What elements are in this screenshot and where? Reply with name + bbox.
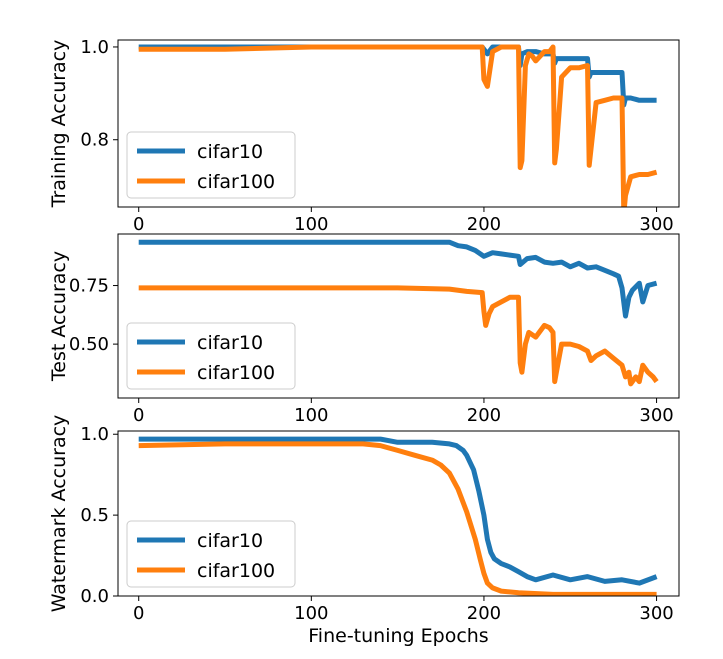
training-legend: cifar10 cifar100 xyxy=(126,131,296,199)
test-x-tick-label: 300 xyxy=(639,405,673,426)
training-x-tick-label: 200 xyxy=(467,214,501,235)
training-series-cifar100-line xyxy=(138,44,658,207)
watermark-accuracy-panel: 0 100 200 300 0.0 0.5 1.0 Watermark Accuracy Fin… xyxy=(48,415,680,647)
test-y-axis-label: Test Accuracy xyxy=(48,251,70,382)
test-series-cifar100-line xyxy=(138,285,659,387)
test-legend-label-cifar100: cifar100 xyxy=(197,362,275,384)
test-x-tick-label: 200 xyxy=(467,405,501,426)
training-x-tick-label: 300 xyxy=(639,214,673,235)
watermark-series-cifar10-line xyxy=(138,436,658,586)
test-series-cifar10-line xyxy=(138,239,658,319)
watermark-plot-frame xyxy=(117,430,680,597)
training-plot-frame xyxy=(117,39,680,208)
test-x-tick-label: 0 xyxy=(133,405,144,426)
test-plot-frame xyxy=(117,233,680,399)
training-y-axis-label: Training Accuracy xyxy=(48,40,70,209)
training-legend-label-cifar10: cifar10 xyxy=(197,141,263,163)
watermark-x-tick-label: 0 xyxy=(133,603,144,624)
training-accuracy-panel: 0 100 200 300 0.8 1.0 Training Accuracy cifar10… xyxy=(48,37,680,235)
watermark-legend: cifar10 cifar100 xyxy=(126,520,296,588)
test-legend-label-cifar10: cifar10 xyxy=(197,332,263,354)
watermark-x-tick-label: 100 xyxy=(294,603,328,624)
watermark-x-axis-label: Fine-tuning Epochs xyxy=(308,625,488,647)
watermark-x-tick-label: 200 xyxy=(467,603,501,624)
training-series-cifar10-line xyxy=(138,44,657,108)
watermark-y-axis-label: Watermark Accuracy xyxy=(48,415,70,613)
watermark-legend-label-cifar100: cifar100 xyxy=(197,560,275,582)
watermark-series-cifar100-line xyxy=(138,441,657,596)
training-x-tick-label: 100 xyxy=(294,214,328,235)
training-y-tick-label: 0.8 xyxy=(80,130,109,151)
test-legend: cifar10 cifar100 xyxy=(126,322,296,390)
training-x-tick-label: 0 xyxy=(133,214,144,235)
test-y-tick-label: 0.75 xyxy=(69,276,109,297)
watermark-y-tick-label: 0.0 xyxy=(80,586,109,607)
watermark-legend-label-cifar10: cifar10 xyxy=(197,530,263,552)
training-y-tick-label: 1.0 xyxy=(80,37,109,58)
watermark-x-tick-label: 300 xyxy=(639,603,673,624)
test-x-tick-label: 100 xyxy=(294,405,328,426)
training-legend-label-cifar100: cifar100 xyxy=(197,171,275,193)
watermark-y-tick-label: 1.0 xyxy=(80,424,109,445)
test-y-tick-label: 0.50 xyxy=(69,334,109,355)
watermark-y-tick-label: 0.5 xyxy=(80,505,109,526)
